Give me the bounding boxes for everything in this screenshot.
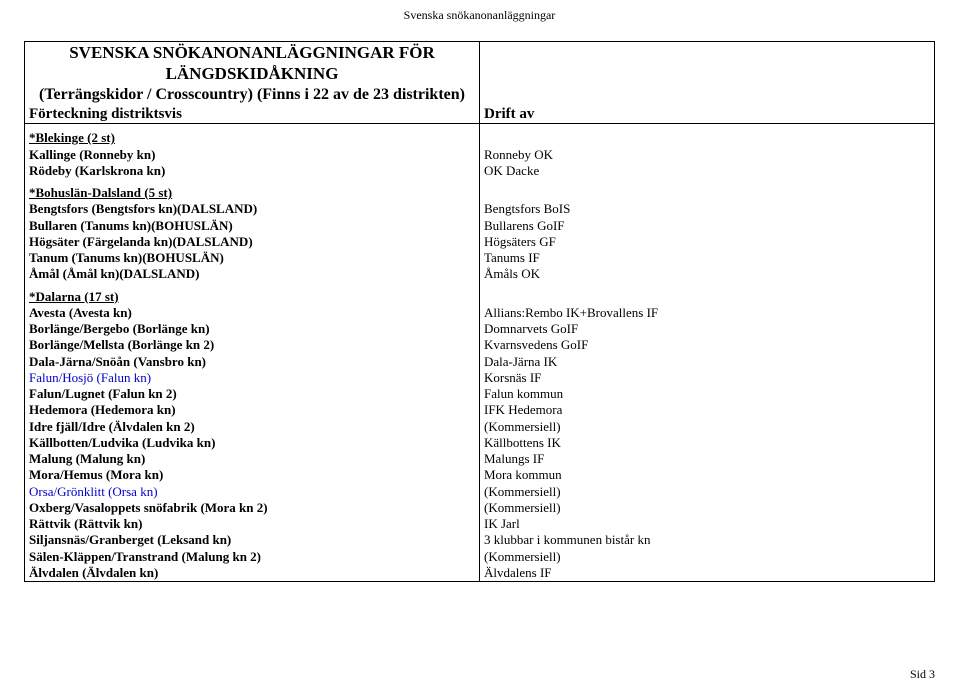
row-left: Hedemora (Hedemora kn) xyxy=(29,402,176,417)
col-header-right: Drift av xyxy=(484,105,930,124)
row-right: OK Dacke xyxy=(484,163,539,178)
row-right: Kvarnsvedens GoIF xyxy=(484,337,588,352)
table-row: Högsäter (Färgelanda kn)(DALSLAND) Högsät… xyxy=(25,234,935,250)
listing-table: SVENSKA SNÖKANONANLÄGGNINGAR FÖR LÄNGDSK… xyxy=(24,41,935,582)
row-right: Domnarvets GoIF xyxy=(484,321,578,336)
row-left: Åmål (Åmål kn)(DALSLAND) xyxy=(29,266,199,281)
row-right: (Kommersiell) xyxy=(484,500,561,515)
table-row: Avesta (Avesta kn) Allians:Rembo IK+Brova… xyxy=(25,305,935,321)
table-row: Borlänge/Bergebo (Borlänge kn) Domnarvets… xyxy=(25,321,935,337)
row-left: Högsäter (Färgelanda kn)(DALSLAND) xyxy=(29,234,253,249)
row-right: Åmåls OK xyxy=(484,266,540,281)
row-right: Tanums IF xyxy=(484,250,540,265)
section-heading-row: *Dalarna (17 st) xyxy=(25,289,935,305)
row-right: Dala-Järna IK xyxy=(484,354,557,369)
table-row: Rödeby (Karlskrona kn) OK Dacke xyxy=(25,163,935,179)
row-right: Ronneby OK xyxy=(484,147,553,162)
table-row: Siljansnäs/Granberget (Leksand kn) 3 klub… xyxy=(25,532,935,548)
section-heading: *Blekinge (2 st) xyxy=(29,130,115,145)
row-left: Älvdalen (Älvdalen kn) xyxy=(29,565,158,580)
row-right: (Kommersiell) xyxy=(484,549,561,564)
col-header-left: Förteckning distriktsvis xyxy=(29,105,475,124)
row-right: (Kommersiell) xyxy=(484,484,561,499)
row-left: Bullaren (Tanums kn)(BOHUSLÄN) xyxy=(29,218,233,233)
title-line-1: SVENSKA SNÖKANONANLÄGGNINGAR FÖR LÄNGDSK… xyxy=(29,42,475,85)
row-left: Dala-Järna/Snöån (Vansbro kn) xyxy=(29,354,206,369)
row-right: Älvdalens IF xyxy=(484,565,552,580)
table-row: Sälen-Kläppen/Transtrand (Malung kn 2) (K… xyxy=(25,549,935,565)
table-row: Orsa/Grönklitt (Orsa kn) (Kommersiell) xyxy=(25,484,935,500)
table-row: Bullaren (Tanums kn)(BOHUSLÄN) Bullarens … xyxy=(25,218,935,234)
row-right: (Kommersiell) xyxy=(484,419,561,434)
table-row: Tanum (Tanums kn)(BOHUSLÄN) Tanums IF xyxy=(25,250,935,266)
table-row: Kallinge (Ronneby kn) Ronneby OK xyxy=(25,147,935,163)
row-left: Malung (Malung kn) xyxy=(29,451,145,466)
table-row: Åmål (Åmål kn)(DALSLAND) Åmåls OK xyxy=(25,266,935,282)
table-row: Idre fjäll/Idre (Älvdalen kn 2) (Kommersi… xyxy=(25,419,935,435)
table-header-row: SVENSKA SNÖKANONANLÄGGNINGAR FÖR LÄNGDSK… xyxy=(25,42,935,124)
row-right: Allians:Rembo IK+Brovallens IF xyxy=(484,305,658,320)
row-left: Sälen-Kläppen/Transtrand (Malung kn 2) xyxy=(29,549,261,564)
table-row: Rättvik (Rättvik kn) IK Jarl xyxy=(25,516,935,532)
row-left: Siljansnäs/Granberget (Leksand kn) xyxy=(29,532,231,547)
table-row: Malung (Malung kn) Malungs IF xyxy=(25,451,935,467)
table-row: Dala-Järna/Snöån (Vansbro kn) Dala-Järna … xyxy=(25,354,935,370)
section-heading: *Bohuslän-Dalsland (5 st) xyxy=(29,185,172,200)
page-footer: Sid 3 xyxy=(910,667,935,682)
row-right: Malungs IF xyxy=(484,451,544,466)
row-left: Rödeby (Karlskrona kn) xyxy=(29,163,165,178)
row-left: Borlänge/Mellsta (Borlänge kn 2) xyxy=(29,337,214,352)
table-row: Källbotten/Ludvika (Ludvika kn) Källbotte… xyxy=(25,435,935,451)
table-row: Falun/Lugnet (Falun kn 2) Falun kommun xyxy=(25,386,935,402)
table-row: Bengtsfors (Bengtsfors kn)(DALSLAND) Beng… xyxy=(25,201,935,217)
row-right: IK Jarl xyxy=(484,516,520,531)
row-left: Falun/Lugnet (Falun kn 2) xyxy=(29,386,177,401)
page-header: Svenska snökanonanläggningar xyxy=(24,8,935,23)
row-right: 3 klubbar i kommunen bistår kn xyxy=(484,532,650,547)
row-left: Avesta (Avesta kn) xyxy=(29,305,132,320)
row-right: IFK Hedemora xyxy=(484,402,562,417)
table-row: Älvdalen (Älvdalen kn) Älvdalens IF xyxy=(25,565,935,582)
row-right: Mora kommun xyxy=(484,467,562,482)
row-left: Borlänge/Bergebo (Borlänge kn) xyxy=(29,321,210,336)
section-heading: *Dalarna (17 st) xyxy=(29,289,119,304)
row-left: Mora/Hemus (Mora kn) xyxy=(29,467,163,482)
row-left: Tanum (Tanums kn)(BOHUSLÄN) xyxy=(29,250,224,265)
table-row: Hedemora (Hedemora kn) IFK Hedemora xyxy=(25,402,935,418)
table-row: Borlänge/Mellsta (Borlänge kn 2) Kvarnsve… xyxy=(25,337,935,353)
table-row: Oxberg/Vasaloppets snöfabrik (Mora kn 2)… xyxy=(25,500,935,516)
row-right: Högsäters GF xyxy=(484,234,556,249)
row-left: Idre fjäll/Idre (Älvdalen kn 2) xyxy=(29,419,195,434)
row-left: Orsa/Grönklitt (Orsa kn) xyxy=(29,484,158,499)
row-left: Rättvik (Rättvik kn) xyxy=(29,516,142,531)
row-right: Falun kommun xyxy=(484,386,563,401)
row-left: Falun/Hosjö (Falun kn) xyxy=(29,370,151,385)
section-heading-row: *Blekinge (2 st) xyxy=(25,130,935,146)
row-right: Källbottens IK xyxy=(484,435,561,450)
row-left: Kallinge (Ronneby kn) xyxy=(29,147,155,162)
title-line-2: (Terrängskidor / Crosscountry) (Finns i … xyxy=(29,85,475,105)
row-right: Korsnäs IF xyxy=(484,370,541,385)
row-right: Bengtsfors BoIS xyxy=(484,201,570,216)
row-left: Källbotten/Ludvika (Ludvika kn) xyxy=(29,435,215,450)
table-row: Falun/Hosjö (Falun kn) Korsnäs IF xyxy=(25,370,935,386)
row-left: Oxberg/Vasaloppets snöfabrik (Mora kn 2) xyxy=(29,500,268,515)
row-left: Bengtsfors (Bengtsfors kn)(DALSLAND) xyxy=(29,201,257,216)
table-row: Mora/Hemus (Mora kn) Mora kommun xyxy=(25,467,935,483)
section-heading-row: *Bohuslän-Dalsland (5 st) xyxy=(25,185,935,201)
row-right: Bullarens GoIF xyxy=(484,218,565,233)
